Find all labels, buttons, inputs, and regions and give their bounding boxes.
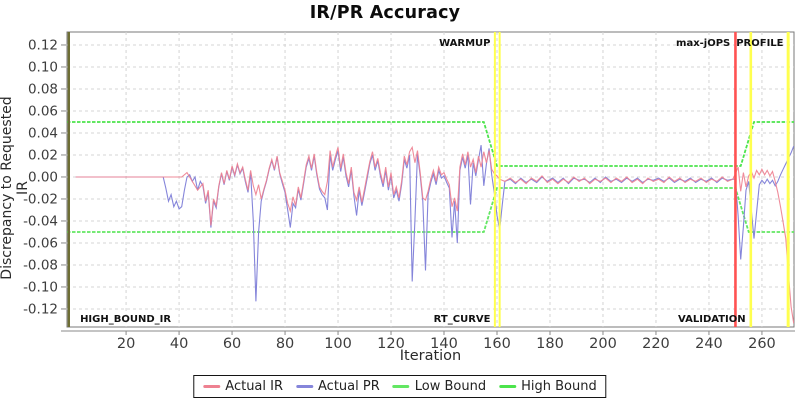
legend-item-high-bound: High Bound xyxy=(499,379,597,394)
legend-swatch-actual-ir xyxy=(203,385,221,388)
y-tick-label: -0.06 xyxy=(23,235,58,251)
legend-swatch-actual-pr xyxy=(296,385,314,388)
x-tick-label: 140 xyxy=(430,336,458,352)
x-tick-label: 220 xyxy=(642,336,670,352)
phase-label-high-bound-ir: HIGH_BOUND_IR xyxy=(80,314,171,325)
phase-label-profile: PROFILE xyxy=(736,38,783,49)
x-tick-label: 40 xyxy=(170,336,188,352)
y-tick-label: -0.02 xyxy=(23,191,58,207)
y-tick-label: 0.12 xyxy=(28,37,58,53)
y-tick-label: -0.08 xyxy=(23,257,58,273)
x-tick-label: 80 xyxy=(276,336,294,352)
phase-label-warmup: WARMUP xyxy=(439,38,490,49)
x-tick-label: 100 xyxy=(324,336,352,352)
legend-item-actual-ir: Actual IR xyxy=(203,379,283,394)
x-tick-label: 60 xyxy=(223,336,241,352)
y-tick-label: 0.00 xyxy=(28,169,58,185)
legend-item-actual-pr: Actual PR xyxy=(296,379,380,394)
y-tick-label: 0.06 xyxy=(28,103,58,119)
y-tick-label: 0.02 xyxy=(28,147,58,163)
y-tick-label: -0.12 xyxy=(23,301,58,317)
phase-label-validation: VALIDATION xyxy=(678,314,746,325)
legend-label: Actual PR xyxy=(318,379,380,394)
series-line-high-bound xyxy=(67,121,794,167)
legend: Actual IR Actual PR Low Bound High Bound xyxy=(193,375,607,398)
legend-item-low-bound: Low Bound xyxy=(392,379,487,394)
y-tick-label: 0.08 xyxy=(28,81,58,97)
phase-label-rt-curve: RT_CURVE xyxy=(434,314,491,325)
x-tick-label: 260 xyxy=(748,336,776,352)
x-tick-label: 180 xyxy=(536,336,564,352)
x-tick-label: 20 xyxy=(117,336,135,352)
x-tick-label: 200 xyxy=(589,336,617,352)
y-tick-label: -0.10 xyxy=(23,279,58,295)
y-tick-label: 0.04 xyxy=(28,125,58,141)
legend-label: Low Bound xyxy=(414,379,487,394)
legend-label: High Bound xyxy=(521,379,597,394)
legend-swatch-low-bound xyxy=(392,385,410,388)
y-tick-label: 0.10 xyxy=(28,59,58,75)
legend-swatch-high-bound xyxy=(499,385,517,388)
y-axis-spine xyxy=(67,32,70,327)
series-group xyxy=(67,121,794,324)
phase-label-max-jops: max-jOPS xyxy=(676,38,730,49)
legend-label: Actual IR xyxy=(225,379,284,394)
y-tick-label: -0.04 xyxy=(23,213,58,229)
x-axis-title: Iteration xyxy=(399,348,462,364)
chart-title: IR/PR Accuracy xyxy=(309,3,461,23)
x-tick-label: 160 xyxy=(483,336,511,352)
x-tick-label: 240 xyxy=(695,336,723,352)
series-line-actual-ir xyxy=(75,145,794,324)
x-tick-label: 120 xyxy=(377,336,405,352)
